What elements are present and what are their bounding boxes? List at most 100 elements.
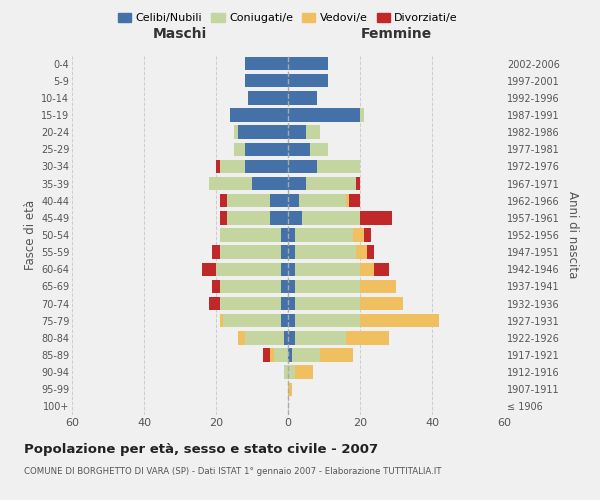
Bar <box>220 280 281 293</box>
Bar <box>288 348 292 362</box>
Bar <box>364 228 371 241</box>
Text: Maschi: Maschi <box>153 28 207 42</box>
Bar <box>295 297 360 310</box>
Bar <box>288 314 295 328</box>
Bar <box>245 57 288 70</box>
Bar <box>281 262 288 276</box>
Bar <box>216 262 281 276</box>
Bar <box>288 331 295 344</box>
Bar <box>238 126 288 139</box>
Bar <box>234 126 238 139</box>
Bar <box>281 228 288 241</box>
Bar <box>245 331 284 344</box>
Bar <box>281 314 288 328</box>
Bar <box>288 366 295 379</box>
Bar <box>288 297 295 310</box>
Bar <box>220 160 245 173</box>
Bar <box>209 297 220 310</box>
Bar <box>284 331 288 344</box>
Bar <box>270 211 288 224</box>
Text: COMUNE DI BORGHETTO DI VARA (SP) - Dati ISTAT 1° gennaio 2007 - Elaborazione TUT: COMUNE DI BORGHETTO DI VARA (SP) - Dati … <box>24 468 442 476</box>
Bar <box>227 211 270 224</box>
Bar <box>346 194 349 207</box>
Bar <box>288 194 299 207</box>
Bar <box>295 246 356 259</box>
Bar <box>245 142 288 156</box>
Bar <box>346 331 389 344</box>
Bar <box>263 348 270 362</box>
Y-axis label: Fasce di età: Fasce di età <box>23 200 37 270</box>
Bar <box>349 194 360 207</box>
Bar <box>288 246 295 259</box>
Bar <box>288 74 328 88</box>
Bar <box>295 314 360 328</box>
Bar <box>306 126 320 139</box>
Legend: Celibi/Nubili, Coniugati/e, Vedovi/e, Divorziati/e: Celibi/Nubili, Coniugati/e, Vedovi/e, Di… <box>113 8 463 28</box>
Bar <box>284 366 288 379</box>
Bar <box>252 177 288 190</box>
Bar <box>360 211 392 224</box>
Bar <box>302 211 360 224</box>
Bar <box>212 246 220 259</box>
Bar <box>310 142 328 156</box>
Bar <box>367 246 374 259</box>
Bar <box>288 91 317 104</box>
Bar <box>274 348 288 362</box>
Bar <box>234 142 245 156</box>
Bar <box>220 297 281 310</box>
Bar <box>202 262 216 276</box>
Bar <box>320 348 353 362</box>
Bar <box>288 57 328 70</box>
Bar <box>306 177 356 190</box>
Bar <box>295 280 360 293</box>
Bar <box>230 108 288 122</box>
Bar <box>360 297 403 310</box>
Bar <box>317 160 360 173</box>
Bar <box>288 177 306 190</box>
Bar <box>360 262 374 276</box>
Bar <box>288 228 295 241</box>
Bar <box>288 160 317 173</box>
Bar <box>209 177 252 190</box>
Bar <box>248 91 288 104</box>
Bar <box>227 194 270 207</box>
Bar <box>288 280 295 293</box>
Bar <box>292 348 320 362</box>
Bar <box>353 228 364 241</box>
Bar <box>281 280 288 293</box>
Bar <box>220 246 281 259</box>
Bar <box>270 194 288 207</box>
Bar <box>360 108 364 122</box>
Bar <box>245 160 288 173</box>
Y-axis label: Anni di nascita: Anni di nascita <box>566 192 579 278</box>
Bar <box>220 211 227 224</box>
Bar <box>288 142 310 156</box>
Bar <box>360 280 396 293</box>
Text: Femmine: Femmine <box>361 28 431 42</box>
Bar <box>223 314 281 328</box>
Bar <box>360 314 439 328</box>
Bar <box>288 262 295 276</box>
Bar <box>220 194 227 207</box>
Bar <box>220 228 281 241</box>
Bar <box>281 246 288 259</box>
Bar <box>216 160 220 173</box>
Bar <box>245 74 288 88</box>
Bar <box>374 262 389 276</box>
Text: Popolazione per età, sesso e stato civile - 2007: Popolazione per età, sesso e stato civil… <box>24 442 378 456</box>
Bar <box>212 280 220 293</box>
Bar <box>295 262 360 276</box>
Bar <box>295 228 353 241</box>
Bar <box>299 194 346 207</box>
Bar <box>356 246 367 259</box>
Bar <box>356 177 360 190</box>
Bar <box>288 211 302 224</box>
Bar <box>295 366 313 379</box>
Bar <box>288 382 292 396</box>
Bar <box>288 108 360 122</box>
Bar <box>270 348 274 362</box>
Bar <box>238 331 245 344</box>
Bar <box>281 297 288 310</box>
Bar <box>220 314 223 328</box>
Bar <box>295 331 346 344</box>
